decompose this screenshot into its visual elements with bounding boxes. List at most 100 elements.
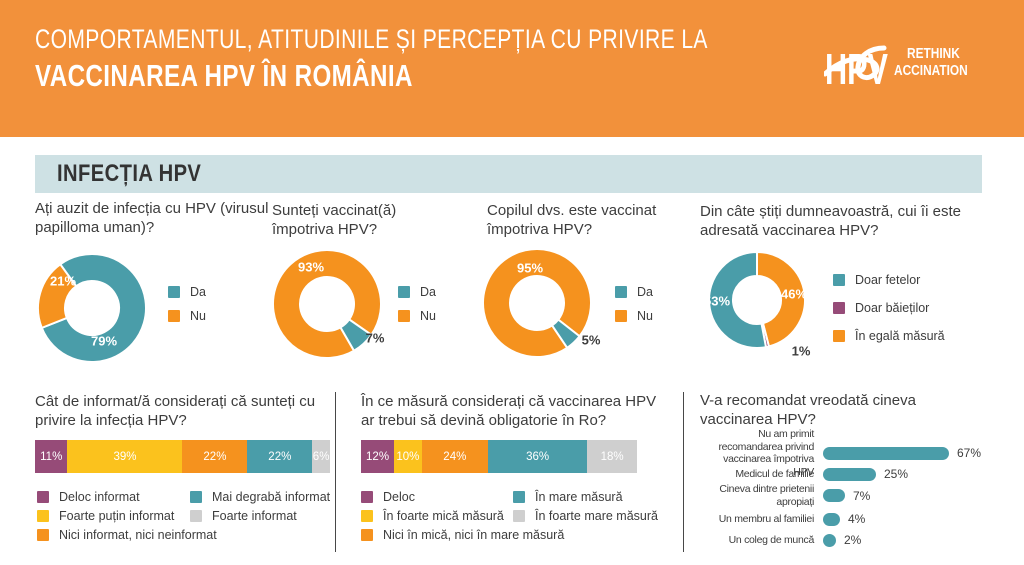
hbar-row: Un membru al familiei 4% — [700, 512, 1020, 526]
stack-segment: 10% — [394, 440, 422, 473]
donut-percent-label: 53% — [703, 293, 731, 309]
hbar-label: Un coleg de muncă — [728, 533, 815, 546]
question-child-vaccinated: Copilul dvs. este vaccinat împotriva HPV… — [487, 202, 657, 238]
legend-swatch — [168, 286, 180, 298]
hbar-value: 7% — [853, 488, 871, 503]
stack-segment: 22% — [182, 440, 248, 473]
legend-label: În egală măsură — [855, 329, 945, 343]
donut-chart-self-vaccinated — [272, 249, 382, 359]
legend-swatch — [361, 529, 373, 541]
legend-item: Foarte puțin informat — [37, 509, 174, 523]
question-mandatory-vaccine: În ce măsură considerați că vaccinarea H… — [361, 393, 657, 429]
legend-label: Nu — [190, 309, 206, 323]
stacked-bar-mandatory-vaccine: 12% 10% 24% 36% 18% — [361, 440, 637, 473]
stack-segment: 6% — [312, 440, 330, 473]
legend-item: Deloc informat — [37, 490, 140, 504]
legend-item: Nu — [168, 309, 206, 323]
stack-segment: 24% — [421, 440, 488, 473]
legend-item: Da — [168, 285, 206, 299]
legend-label: În foarte mare măsură — [535, 509, 658, 523]
hpv-monogram-icon: HPV — [824, 45, 888, 94]
legend-item: Doar fetelor — [833, 273, 920, 287]
legend-swatch — [361, 491, 373, 503]
donut-percent-label: 7% — [365, 330, 385, 346]
section-title: INFECȚIA HPV — [57, 160, 202, 187]
donut-percent-label: 79% — [90, 333, 118, 349]
stack-segment: 39% — [67, 440, 183, 473]
hbar-label: Medicul de familie — [735, 467, 814, 480]
legend-swatch — [190, 491, 202, 503]
legend-item: Doar băieților — [833, 301, 929, 315]
question-how-informed: Cât de informat/ă considerați că sunteți… — [35, 393, 316, 429]
stack-segment: 22% — [247, 440, 313, 473]
donut-segment — [37, 262, 78, 330]
hbar-bar — [823, 512, 840, 526]
hbar-row: Un coleg de muncă 2% — [700, 533, 1020, 547]
donut-segment — [339, 318, 373, 353]
stack-segment: 18% — [587, 440, 637, 473]
legend-item: În egală măsură — [833, 329, 945, 343]
stack-segment: 36% — [487, 440, 588, 473]
hbar-label: Un membru al familiei — [718, 512, 815, 525]
donut-percent-label: 93% — [297, 259, 325, 275]
question-who-recommended: V-a recomandat vreodată cineva vaccinare… — [700, 392, 916, 428]
logo-monogram: HPV — [825, 45, 888, 94]
legend-item: Da — [615, 285, 653, 299]
hbar-value: 2% — [844, 533, 862, 547]
header: COMPORTAMENTUL, ATITUDINILE ȘI PERCEPȚIA… — [0, 0, 1024, 137]
legend-swatch — [615, 286, 627, 298]
stack-segment: 11% — [35, 440, 68, 473]
legend-label: Doar fetelor — [855, 273, 921, 287]
donut-percent-label: 46% — [780, 286, 808, 302]
question-heard-of-hpv: Ați auzit de infecția cu HPV (virusul pa… — [35, 200, 269, 236]
legend-label: Da — [420, 285, 436, 299]
legend-label: În mare măsură — [535, 490, 623, 504]
donut-chart-vaccine-target — [708, 251, 806, 349]
stacked-bar-how-informed: 11% 39% 22% 22% 6% — [35, 440, 330, 473]
legend-swatch — [513, 510, 525, 522]
legend-label: Mai degrabă informat — [212, 490, 331, 504]
legend-swatch — [833, 330, 845, 342]
hbar-row: Cineva dintre prietenii apropiați 7% — [700, 483, 1020, 508]
legend-label: Nu — [637, 309, 653, 323]
donut-percent-label: 95% — [516, 260, 544, 276]
legend-item: Foarte informat — [190, 509, 297, 523]
legend-item: În mare măsură — [513, 490, 623, 504]
donut-segment — [550, 318, 581, 350]
legend-swatch — [833, 302, 845, 314]
donut-chart-child-vaccinated — [482, 248, 592, 358]
legend-swatch — [833, 274, 845, 286]
legend-label: Foarte informat — [212, 509, 297, 523]
legend-swatch — [615, 310, 627, 322]
hbar-value: 25% — [884, 467, 909, 481]
legend-swatch — [37, 491, 49, 503]
legend-label: Deloc informat — [59, 490, 140, 504]
header-title-line1: COMPORTAMENTUL, ATITUDINILE ȘI PERCEPȚIA… — [35, 24, 708, 54]
legend-swatch — [168, 310, 180, 322]
hbar-value: 4% — [848, 512, 866, 526]
donut-segment — [272, 249, 382, 359]
hbar-bar — [823, 446, 949, 460]
hbar-value: 67% — [957, 446, 982, 460]
donut-segment — [756, 251, 806, 348]
donut-segment — [40, 253, 147, 363]
legend-swatch — [361, 510, 373, 522]
legend-label: Deloc — [383, 490, 415, 504]
header-title-line2: VACCINAREA HPV ÎN ROMÂNIA — [35, 58, 413, 93]
panel-divider — [335, 392, 336, 552]
hbar-bar — [823, 489, 845, 502]
section-band: INFECȚIA HPV — [35, 155, 982, 193]
legend-swatch — [190, 510, 202, 522]
legend-item: Deloc — [361, 490, 415, 504]
legend-label: Nu — [420, 309, 436, 323]
legend-label: Doar băieților — [855, 301, 930, 315]
question-vaccine-target: Din câte știți dumneavoastră, cui îi est… — [700, 203, 961, 239]
legend-swatch — [37, 510, 49, 522]
legend-item: Mai degrabă informat — [190, 490, 330, 504]
legend-swatch — [513, 491, 525, 503]
donut-chart-heard-of-hpv — [37, 253, 147, 363]
legend-swatch — [398, 310, 410, 322]
hbar-label: Cineva dintre prietenii apropiați — [719, 483, 814, 508]
donut-segment — [482, 248, 592, 358]
